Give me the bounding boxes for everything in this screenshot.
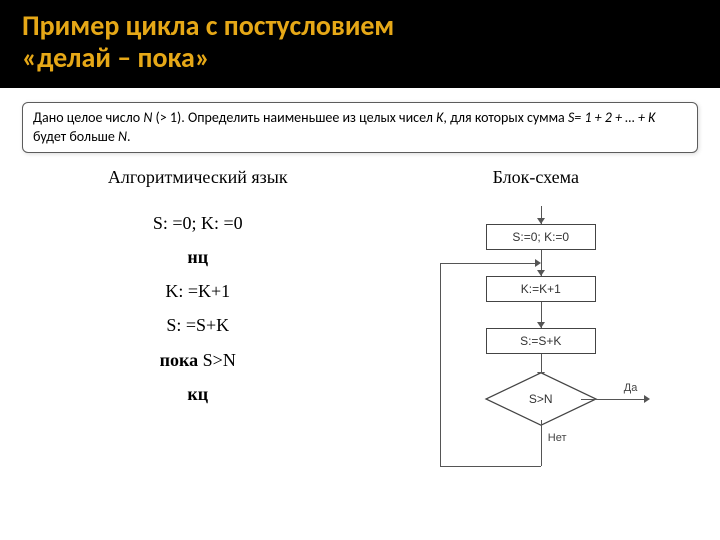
label-no: Нет: [548, 432, 567, 444]
algo-l5-cond: S>N: [203, 350, 236, 370]
problem-text: Дано целое число N (> 1). Определить наи…: [33, 109, 687, 145]
pt-s: S= 1 + 2 + … + K: [568, 109, 656, 126]
node-inc-k: K:=K+1: [486, 276, 596, 302]
title-bar: Пример цикла с постусловием «делай – пок…: [0, 0, 720, 88]
node-init: S:=0; K:=0: [486, 224, 596, 250]
node-sum: S:=S+K: [486, 328, 596, 354]
arrowhead-no-loop: [535, 259, 541, 267]
title-line2: «делай – пока»: [22, 42, 698, 74]
edge-yes-h: [581, 399, 646, 400]
algo-l6: кц: [153, 377, 243, 411]
node-inc-k-label: K:=K+1: [521, 282, 561, 296]
label-yes: Да: [624, 382, 638, 394]
algo-l4: S: =S+K: [153, 308, 243, 342]
problem-statement: Дано целое число N (> 1). Определить наи…: [22, 102, 698, 152]
pt-5: .: [127, 128, 131, 145]
node-cond-label: S>N: [524, 392, 558, 406]
pt-3: , для которых сумма: [443, 109, 568, 126]
pt-n2: N: [118, 128, 127, 145]
pt-1: Дано целое число: [33, 109, 143, 126]
algo-lines: S: =0; K: =0 нц K: =K+1 S: =S+K пока S>N…: [153, 206, 243, 411]
edge-no-h2: [440, 263, 537, 264]
col-algorithm: Алгоритмический язык S: =0; K: =0 нц K: …: [22, 161, 374, 526]
col-flowchart: Блок-схема S:=0; K:=0 K:=K+1 S:=S+K: [374, 161, 698, 526]
title-line1: Пример цикла с постусловием: [22, 10, 698, 42]
pt-4: будет больше: [33, 128, 118, 145]
algo-l5: пока S>N: [153, 343, 243, 377]
algo-l3: K: =K+1: [153, 274, 243, 308]
node-init-label: S:=0; K:=0: [512, 230, 569, 244]
flowchart: S:=0; K:=0 K:=K+1 S:=S+K S>N: [396, 206, 676, 526]
algo-header: Алгоритмический язык: [108, 167, 288, 188]
algo-l1: S: =0; K: =0: [153, 206, 243, 240]
algo-l5-kw: пока: [160, 350, 203, 370]
edge-no-h: [440, 466, 541, 467]
flow-header: Блок-схема: [493, 167, 579, 188]
content-row: Алгоритмический язык S: =0; K: =0 нц K: …: [22, 161, 698, 526]
edge-no-v1: [541, 420, 542, 466]
pt-2: (> 1). Определить наименьшее из целых чи…: [152, 109, 436, 126]
node-sum-label: S:=S+K: [520, 334, 561, 348]
algo-l2: нц: [153, 240, 243, 274]
arrowhead-yes: [644, 395, 650, 403]
edge-no-v2: [440, 263, 441, 466]
